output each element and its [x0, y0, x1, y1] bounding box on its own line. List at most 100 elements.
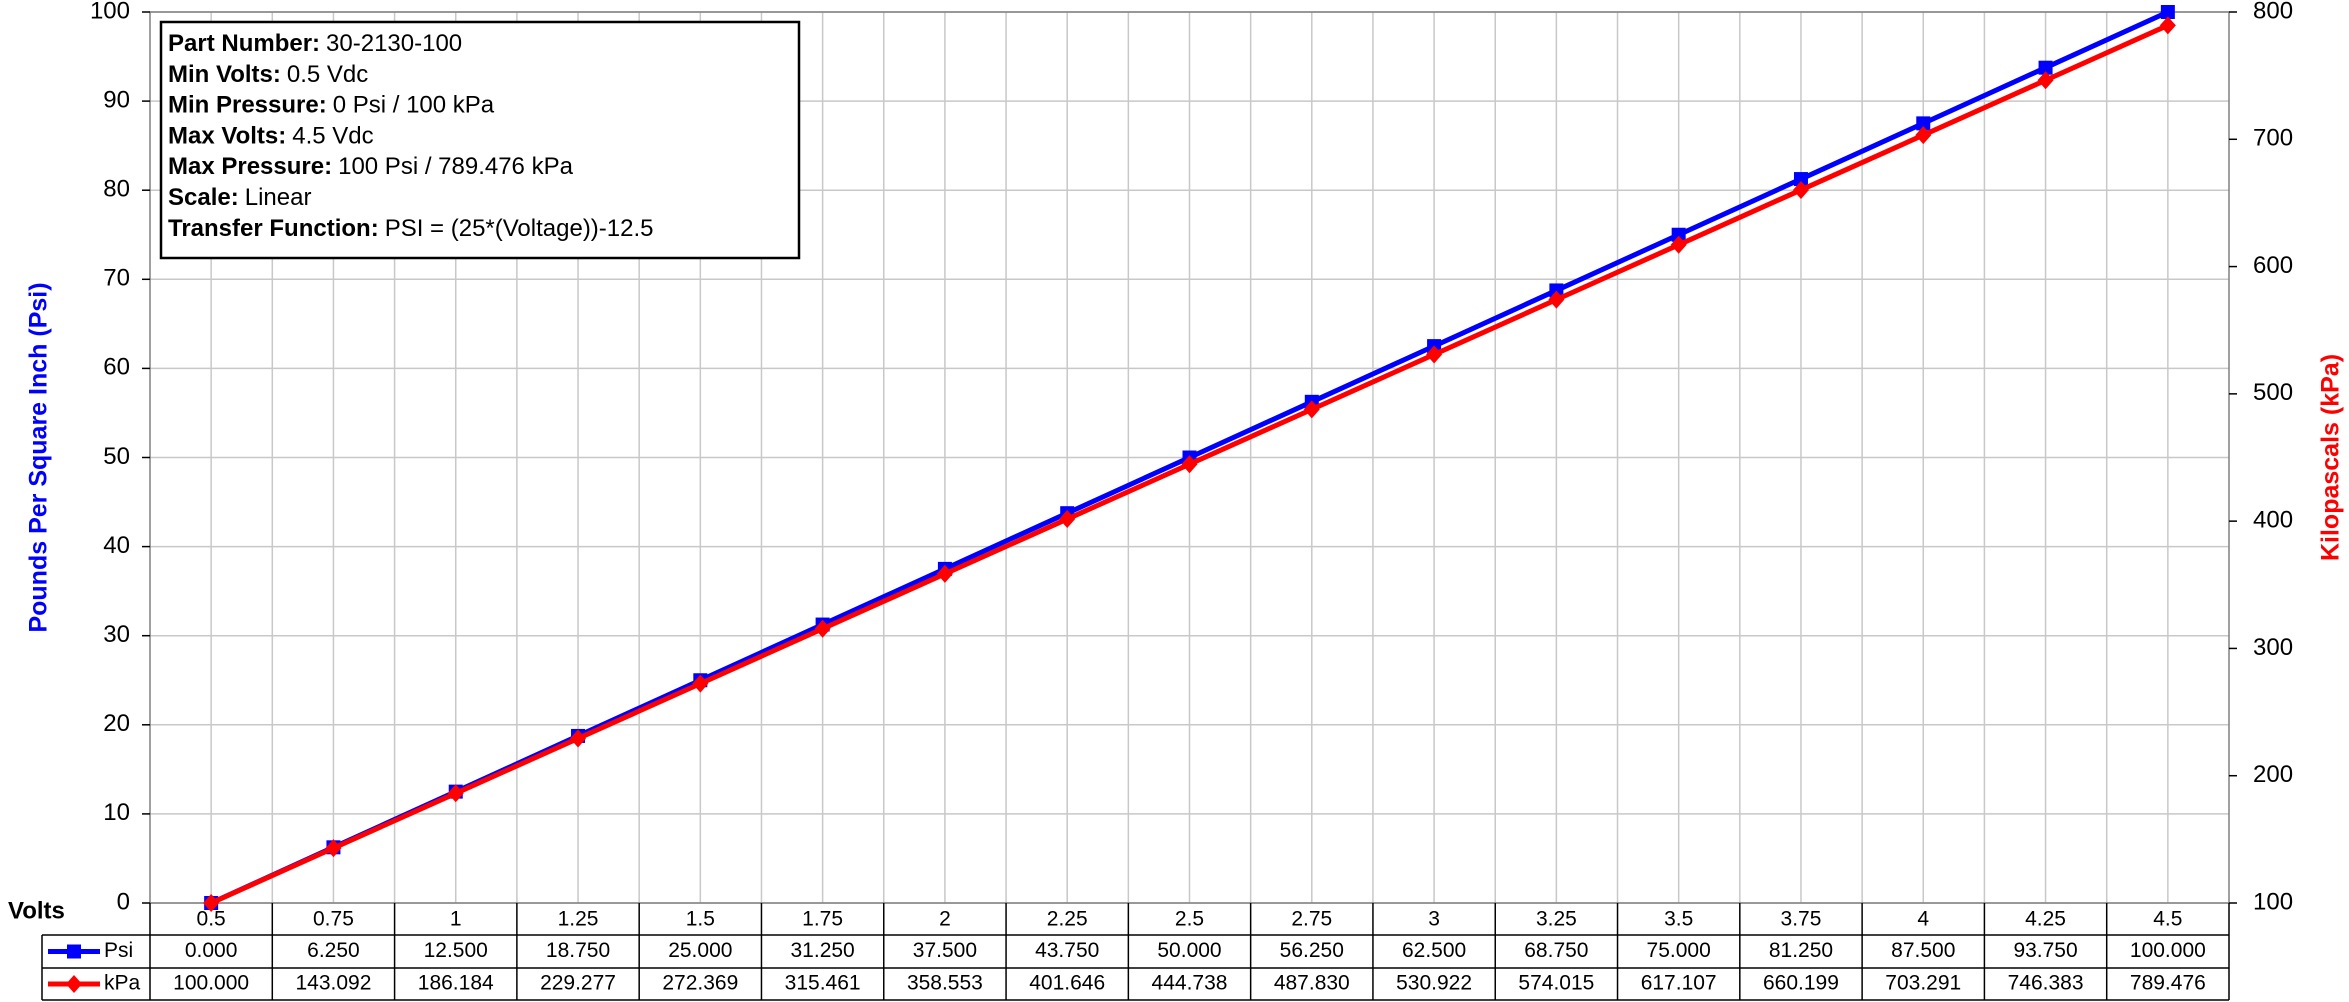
marker [1549, 283, 1564, 298]
marker [570, 729, 587, 748]
info-line: Part Number: 30-2130-100 [168, 30, 462, 57]
table-value: 574.015 [1518, 972, 1594, 995]
table-value: 358.553 [907, 972, 983, 995]
x-tick-label: 3.75 [1781, 908, 1822, 931]
marker [814, 619, 831, 638]
y-tick-label: 90 [103, 86, 130, 113]
y2-axis-label: Kilopascals (kPa) [2317, 354, 2345, 561]
table-value: 0.000 [185, 939, 238, 962]
y-tick-label: 100 [90, 0, 130, 24]
marker [325, 839, 342, 858]
info-line: Transfer Function: PSI = (25*(Voltage))-1… [168, 215, 654, 242]
table-value: 81.250 [1769, 939, 1833, 962]
y2-tick-label: 800 [2253, 0, 2293, 24]
table-value: 143.092 [295, 972, 371, 995]
x-tick-label: 4 [1917, 908, 1929, 931]
table-value: 100.000 [2130, 939, 2206, 962]
marker [1670, 235, 1687, 254]
table-value: 68.750 [1524, 939, 1588, 962]
info-box [159, 20, 801, 260]
y2-tick-label: 200 [2253, 761, 2293, 788]
marker [1059, 510, 1076, 529]
table-value: 87.500 [1891, 939, 1955, 962]
info-label: Min Volts: [168, 61, 281, 88]
info-line: Max Pressure: 100 Psi / 789.476 kPa [168, 154, 574, 181]
info-value: 0 Psi / 100 kPa [333, 92, 495, 119]
marker [2160, 5, 2175, 19]
x-tick-label: 4.25 [2025, 908, 2066, 931]
table-value: 93.750 [2013, 939, 2077, 962]
info-label: Transfer Function: [168, 215, 379, 242]
y2-tick-label: 700 [2253, 125, 2293, 152]
table-value: 37.500 [913, 939, 977, 962]
marker [1303, 400, 1320, 419]
info-value: 4.5 Vdc [292, 123, 373, 150]
y-tick-label: 20 [103, 710, 130, 737]
y-tick-label: 30 [103, 621, 130, 648]
marker [2037, 71, 2054, 90]
y2-tick-label: 100 [2253, 888, 2293, 915]
info-value: Linear [245, 184, 312, 211]
marker [1793, 172, 1808, 187]
info-line: Min Volts: 0.5 Vdc [168, 61, 368, 88]
marker [692, 674, 709, 693]
legend-label: kPa [104, 972, 141, 995]
marker [447, 784, 464, 803]
x-tick-label: 4.5 [2153, 908, 2182, 931]
marker [1671, 227, 1686, 242]
table-value: 43.750 [1035, 939, 1099, 962]
x-tick-label: 0.75 [313, 908, 354, 931]
table-value: 487.830 [1274, 972, 1350, 995]
x-tick-label: 2.75 [1291, 908, 1332, 931]
x-tick-label: 1.75 [802, 908, 843, 931]
table-value: 703.291 [1885, 972, 1961, 995]
y2-tick-label: 600 [2253, 252, 2293, 279]
marker [1915, 126, 1932, 145]
x-tick-label: 2.25 [1047, 908, 1088, 931]
table-value: 789.476 [2130, 972, 2206, 995]
info-label: Max Volts: [168, 123, 286, 150]
x-tick-label: 2 [939, 908, 951, 931]
info-label: Max Pressure: [168, 154, 332, 181]
table-value: 6.250 [307, 939, 360, 962]
y-axis-label: Pounds Per Square Inch (Psi) [25, 282, 53, 632]
x-tick-label: 1.25 [558, 908, 599, 931]
info-value: 100 Psi / 789.476 kPa [338, 154, 573, 181]
marker [2159, 16, 2176, 35]
y-tick-label: 40 [103, 532, 130, 559]
y-tick-label: 50 [103, 443, 130, 470]
table-value: 25.000 [668, 939, 732, 962]
table-value: 444.738 [1152, 972, 1228, 995]
x-tick-label: 1 [450, 908, 462, 931]
table-value: 660.199 [1763, 972, 1839, 995]
marker [1548, 290, 1565, 309]
info-line: Max Volts: 4.5 Vdc [168, 123, 374, 150]
marker [2038, 60, 2053, 75]
y-tick-label: 80 [103, 176, 130, 203]
table-value: 617.107 [1641, 972, 1717, 995]
table-value: 229.277 [540, 972, 616, 995]
legend-marker [66, 975, 82, 993]
x-tick-label: 0.5 [197, 908, 226, 931]
y2-tick-label: 300 [2253, 634, 2293, 661]
table-value: 12.500 [424, 939, 488, 962]
x-tick-label: 3 [1428, 908, 1440, 931]
marker [203, 894, 220, 912]
y2-tick-label: 400 [2253, 506, 2293, 533]
info-line: Scale: Linear [168, 184, 311, 211]
x-tick-label: 2.5 [1175, 908, 1204, 931]
table-value: 56.250 [1280, 939, 1344, 962]
y-tick-label: 60 [103, 354, 130, 381]
info-value: 0.5 Vdc [287, 61, 368, 88]
table-value: 100.000 [173, 972, 249, 995]
y-tick-label: 70 [103, 265, 130, 292]
info-label: Scale: [168, 184, 239, 211]
table-value: 746.383 [2008, 972, 2084, 995]
x-tick-label: 1.5 [686, 908, 715, 931]
table-value: 62.500 [1402, 939, 1466, 962]
info-label: Part Number: [168, 30, 320, 57]
x-tick-label: 3.5 [1664, 908, 1693, 931]
table-value: 530.922 [1396, 972, 1472, 995]
